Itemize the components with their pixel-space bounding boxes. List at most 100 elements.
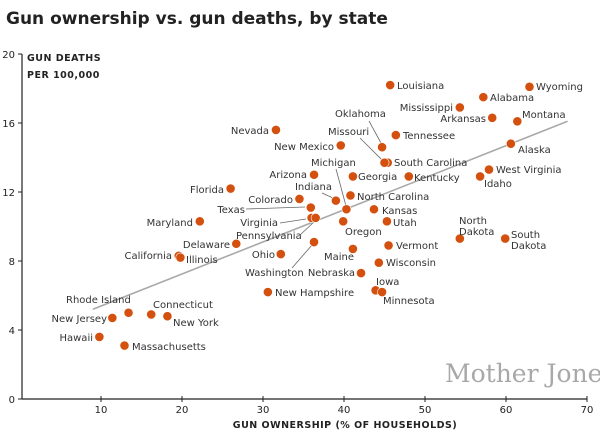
- point-mississippi: [454, 102, 465, 113]
- point-kansas: [369, 204, 379, 215]
- point-delaware: [231, 238, 242, 249]
- label-minnesota: Minnesota: [383, 296, 435, 307]
- label-alabama: Alabama: [490, 93, 534, 104]
- y-tick-label: 8: [9, 257, 15, 268]
- point-wyoming: [524, 81, 535, 92]
- point-rhode-island: [123, 307, 134, 318]
- trendline: [92, 120, 568, 311]
- label-kentucky: Kentucky: [414, 173, 460, 184]
- leader-line-texas: [245, 206, 306, 210]
- leader-line-missouri: [359, 137, 383, 161]
- point-florida: [225, 183, 236, 194]
- trendline-group: [92, 120, 568, 311]
- point-west-virginia: [484, 164, 494, 175]
- y-axis-label-line1: GUN DEATHS: [27, 53, 101, 64]
- label-delaware: Delaware: [183, 240, 230, 251]
- label-arizona: Arizona: [269, 170, 307, 181]
- y-tick-label: 16: [2, 119, 15, 130]
- mother-jones-watermark: Mother Jones: [445, 359, 600, 388]
- label-mississippi: Mississippi: [400, 103, 453, 114]
- label-texas: Texas: [216, 205, 245, 216]
- x-tick-label: 70: [581, 405, 594, 416]
- point-idaho: [475, 171, 485, 182]
- point-vermont: [383, 240, 394, 251]
- label-tennessee: Tennessee: [402, 131, 455, 142]
- point-alaska: [505, 138, 516, 149]
- data-points: [94, 80, 535, 351]
- leader-line-virginia: [279, 218, 307, 224]
- label-nevada: Nevada: [231, 126, 269, 137]
- label-rhode-island: Rhode Island: [66, 295, 131, 306]
- x-tick-label: 40: [338, 405, 351, 416]
- label-michigan: Michigan: [311, 158, 356, 169]
- label-colorado: Colorado: [248, 195, 293, 206]
- leader-line-indiana: [321, 192, 334, 199]
- label-washington: Washington: [245, 268, 304, 279]
- label-pennsylvania: Pennsylvania: [236, 231, 302, 242]
- point-hawaii: [94, 331, 105, 342]
- point-alabama: [478, 92, 489, 103]
- point-new-mexico: [335, 140, 346, 151]
- point-oregon: [338, 216, 349, 227]
- label-maine: Maine: [324, 252, 354, 263]
- point-louisiana: [385, 80, 396, 90]
- leader-line-michigan: [335, 168, 347, 207]
- label-north-carolina: North Carolina: [357, 192, 429, 203]
- label-indiana: Indiana: [295, 182, 332, 193]
- point-maryland: [194, 216, 205, 227]
- point-texas: [305, 202, 316, 213]
- point-utah: [382, 216, 392, 227]
- x-tick-label: 20: [176, 405, 189, 416]
- x-tick-label: 50: [419, 405, 432, 416]
- label-nebraska: Nebraska: [308, 268, 355, 279]
- point-pennsylvania: [310, 212, 321, 223]
- leader-line-pennsylvania: [299, 221, 315, 236]
- point-missouri: [379, 157, 390, 168]
- point-colorado: [294, 193, 305, 204]
- label-alaska: Alaska: [518, 145, 551, 156]
- point-indiana: [330, 195, 341, 206]
- label-wyoming: Wyoming: [536, 82, 583, 93]
- point-montana: [512, 116, 523, 127]
- point-labels: Wyoming Louisiana Alabama MississippiArkans…: [52, 81, 583, 353]
- label-kansas: Kansas: [382, 206, 417, 217]
- point-north-dakota: [454, 233, 465, 244]
- label-wisconsin: Wisconsin: [386, 258, 436, 269]
- y-tick-label: 0: [9, 395, 15, 406]
- point-kentucky: [403, 171, 414, 182]
- y-tick-label: 4: [9, 326, 15, 337]
- leader-line-oklahoma: [368, 120, 382, 144]
- point-washington: [309, 237, 319, 247]
- point-wisconsin: [373, 257, 384, 268]
- label-florida: Florida: [190, 185, 224, 196]
- point-massachusetts: [119, 340, 130, 351]
- y-tick-label: 12: [2, 188, 15, 199]
- label-new-hampshire: New Hampshire: [275, 288, 354, 299]
- label-arkansas: Arkansas: [440, 114, 486, 125]
- label-maryland: Maryland: [147, 218, 193, 229]
- point-connecticut: [146, 309, 157, 320]
- label-new-mexico: New Mexico: [274, 142, 334, 153]
- point-new-hampshire: [262, 287, 273, 297]
- point-nevada: [271, 124, 281, 135]
- chart-title: Gun ownership vs. gun deaths, by state: [6, 9, 388, 29]
- y-tick-label: 20: [2, 50, 15, 61]
- leader-lines: [245, 120, 383, 269]
- y-axis-label-line2: PER 100,000: [27, 70, 100, 81]
- label-new-york: New York: [173, 318, 219, 329]
- label-virginia: Virginia: [240, 218, 278, 229]
- label-montana: Montana: [522, 110, 566, 121]
- label-illinois: Illinois: [186, 255, 218, 266]
- label-ohio: Ohio: [252, 250, 275, 261]
- label-massachusetts: Massachusetts: [132, 342, 206, 353]
- point-south-dakota: [500, 233, 511, 244]
- point-tennessee: [390, 130, 401, 140]
- label-oklahoma: Oklahoma: [335, 109, 386, 120]
- point-illinois: [175, 252, 186, 263]
- point-minnesota: [377, 287, 387, 297]
- x-axis-label: GUN OWNERSHIP (% OF HOUSEHOLDS): [233, 420, 457, 431]
- label-georgia: Georgia: [358, 172, 397, 183]
- label-west-virginia: West Virginia: [496, 165, 561, 176]
- label-south-carolina: South Carolina: [394, 158, 467, 169]
